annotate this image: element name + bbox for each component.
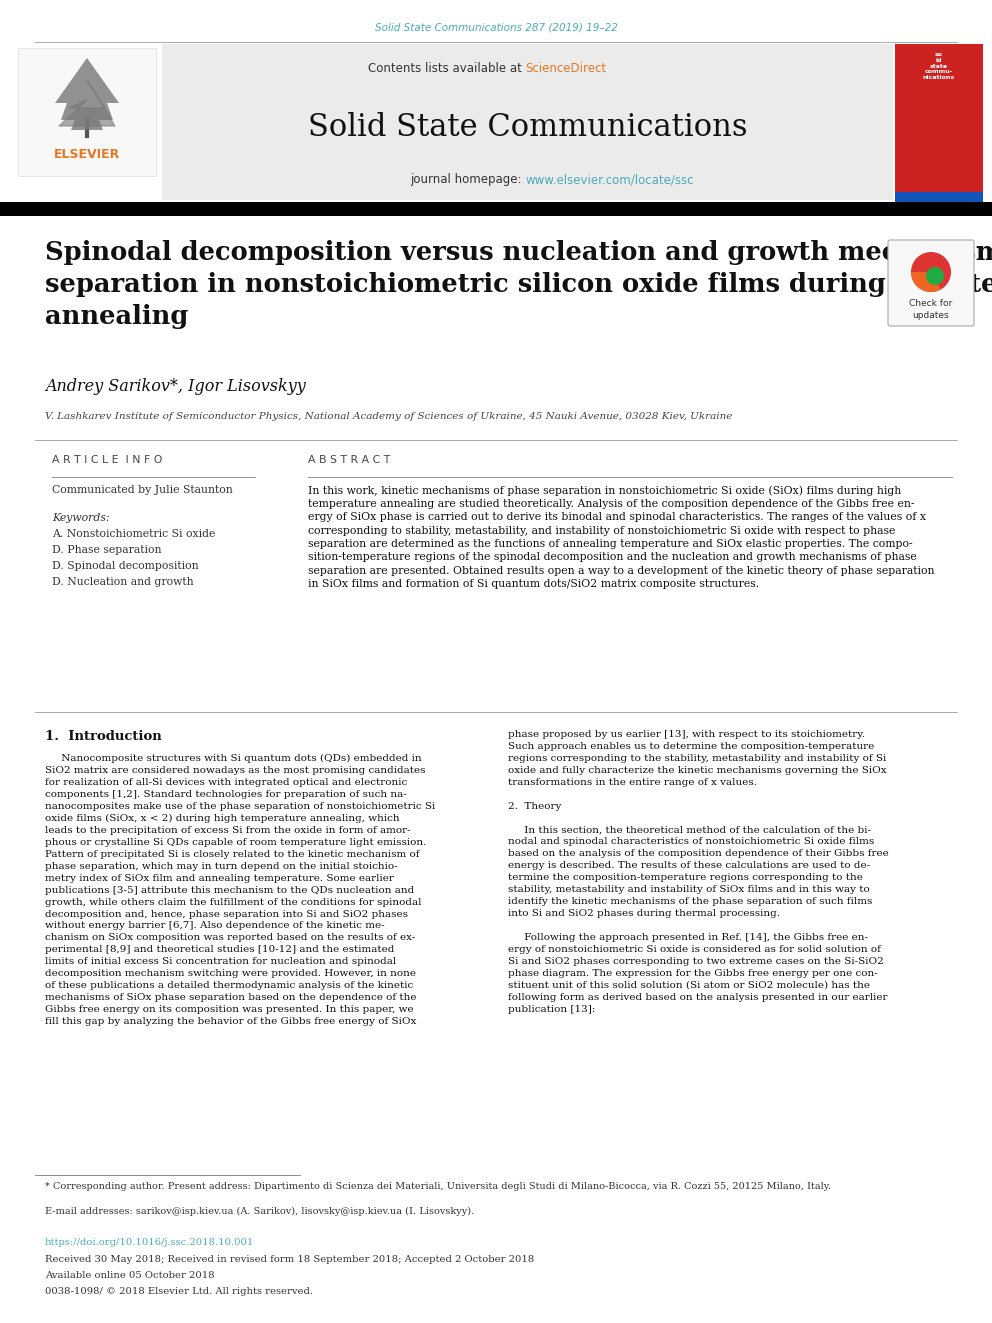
Circle shape [926, 267, 944, 284]
Text: D. Nucleation and growth: D. Nucleation and growth [52, 577, 193, 587]
Text: Contents lists available at: Contents lists available at [368, 61, 526, 74]
Text: Keywords:: Keywords: [52, 513, 110, 523]
Text: Solid State Communications: Solid State Communications [308, 112, 747, 143]
Text: journal homepage:: journal homepage: [411, 173, 526, 187]
Text: so
id
state
commu-
nications: so id state commu- nications [923, 52, 955, 81]
Text: Available online 05 October 2018: Available online 05 October 2018 [45, 1271, 214, 1279]
Text: ScienceDirect: ScienceDirect [526, 61, 607, 74]
Bar [162, 44, 893, 200]
Text: A B S T R A C T: A B S T R A C T [308, 455, 390, 464]
Text: Check for
updates: Check for updates [910, 299, 952, 320]
Text: A R T I C L E  I N F O: A R T I C L E I N F O [52, 455, 163, 464]
Text: 1.  Introduction: 1. Introduction [45, 730, 162, 744]
Text: A. Nonstoichiometric Si oxide: A. Nonstoichiometric Si oxide [52, 529, 215, 538]
Text: D. Phase separation: D. Phase separation [52, 545, 162, 556]
Circle shape [911, 251, 951, 292]
Text: Solid State Communications 287 (2019) 19–22: Solid State Communications 287 (2019) 19… [375, 22, 617, 33]
Text: Nanocomposite structures with Si quantum dots (QDs) embedded in
SiO2 matrix are : Nanocomposite structures with Si quantum… [45, 754, 435, 1025]
Wedge shape [911, 273, 941, 292]
Text: V. Lashkarev Institute of Semiconductor Physics, National Academy of Sciences of: V. Lashkarev Institute of Semiconductor … [45, 411, 732, 421]
Text: ELSEVIER: ELSEVIER [54, 148, 120, 161]
Text: https://doi.org/10.1016/j.ssc.2018.10.001: https://doi.org/10.1016/j.ssc.2018.10.00… [45, 1238, 254, 1248]
Text: D. Spinodal decomposition: D. Spinodal decomposition [52, 561, 198, 572]
Text: phase proposed by us earlier [13], with respect to its stoichiometry.
Such appro: phase proposed by us earlier [13], with … [508, 730, 889, 1013]
Text: Received 30 May 2018; Received in revised form 18 September 2018; Accepted 2 Oct: Received 30 May 2018; Received in revise… [45, 1256, 535, 1263]
Text: E-mail addresses: sarikov@isp.kiev.ua (A. Sarikov), lisovsky@isp.kiev.ua (I. Lis: E-mail addresses: sarikov@isp.kiev.ua (A… [45, 1207, 474, 1216]
Polygon shape [59, 79, 115, 126]
Polygon shape [55, 58, 119, 130]
Text: Spinodal decomposition versus nucleation and growth mechanism of phase
separatio: Spinodal decomposition versus nucleation… [45, 239, 992, 329]
Bar [0, 202, 992, 216]
Text: Andrey Sarikov*, Igor Lisovskyy: Andrey Sarikov*, Igor Lisovskyy [45, 378, 306, 396]
Text: www.elsevier.com/locate/ssc: www.elsevier.com/locate/ssc [526, 173, 694, 187]
Text: In this work, kinetic mechanisms of phase separation in nonstoichiometric Si oxi: In this work, kinetic mechanisms of phas… [308, 486, 934, 589]
Bar [18, 48, 156, 176]
Text: * Corresponding author. Present address: Dipartimento di Scienza dei Materiali, : * Corresponding author. Present address:… [45, 1181, 831, 1191]
FancyBboxPatch shape [888, 239, 974, 325]
Text: 0038-1098/ © 2018 Elsevier Ltd. All rights reserved.: 0038-1098/ © 2018 Elsevier Ltd. All righ… [45, 1287, 313, 1297]
Bar [895, 192, 983, 212]
Text: Communicated by Julie Staunton: Communicated by Julie Staunton [52, 486, 233, 495]
Bar [895, 44, 983, 212]
